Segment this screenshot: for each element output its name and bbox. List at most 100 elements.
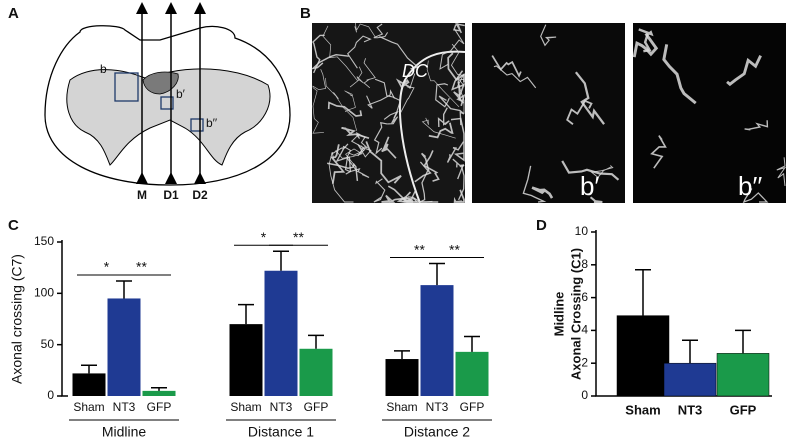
fibre	[540, 24, 557, 47]
fibre	[417, 161, 429, 203]
y-axis-label: Midline	[551, 292, 566, 337]
fibre	[325, 77, 358, 131]
x-tick-label: Sham	[386, 400, 417, 414]
image-label: DC	[402, 61, 429, 81]
arrow-label: D1	[163, 188, 179, 202]
fibre	[331, 145, 358, 173]
axis	[61, 240, 68, 397]
error-bar	[735, 329, 751, 354]
fibre	[453, 189, 465, 203]
x-tick-label: GFP	[460, 400, 485, 414]
y-axis-label: Axonal Crossing (C1)	[568, 248, 583, 380]
y-tick-label: 4	[581, 323, 588, 337]
fibre	[365, 141, 402, 184]
fibre	[744, 120, 769, 131]
fibre	[491, 55, 522, 78]
micrographs	[310, 22, 787, 204]
x-tick-label: Sham	[625, 402, 660, 417]
fibre	[414, 152, 432, 183]
y-tick-label: 150	[34, 234, 54, 248]
group-label: Midline	[102, 424, 147, 440]
sig-label: **	[136, 259, 147, 275]
fibre	[373, 23, 389, 39]
sig-label: **	[414, 241, 425, 257]
x-tick-label: NT3	[270, 400, 293, 414]
error-bar	[238, 303, 254, 325]
panel-label: C	[8, 217, 19, 234]
group-label: Distance 1	[248, 424, 314, 440]
fibre	[373, 121, 388, 155]
fibre	[493, 65, 537, 89]
error-bar	[429, 262, 445, 286]
fibre	[421, 117, 456, 139]
bar	[716, 353, 770, 397]
fibre	[330, 144, 346, 184]
x-tick-label: NT3	[678, 402, 703, 417]
x-tick-label: Sham	[230, 400, 261, 414]
fibre	[428, 122, 454, 139]
bar	[299, 348, 333, 396]
spinal-diagram	[44, 2, 291, 186]
fibre	[395, 78, 412, 89]
bar	[420, 285, 454, 396]
fibre	[381, 194, 408, 204]
fibre	[435, 83, 450, 108]
error-bar	[273, 250, 289, 271]
fibre	[346, 35, 372, 69]
fibre	[381, 136, 397, 159]
bar	[264, 270, 298, 396]
fibre	[322, 25, 358, 82]
fibre	[566, 99, 593, 125]
image-label: b′	[580, 171, 599, 201]
x-tick-label: NT3	[113, 400, 136, 414]
fibre	[327, 101, 363, 117]
fibre	[354, 22, 376, 38]
fibre	[400, 73, 416, 114]
fibre	[650, 135, 667, 169]
fibre	[349, 66, 364, 88]
error-bar	[682, 339, 698, 364]
fibre	[344, 90, 356, 112]
x-tick-label: GFP	[147, 400, 172, 414]
y-tick-label: 8	[581, 257, 588, 271]
y-tick-label: 50	[41, 337, 55, 351]
fibre	[423, 150, 440, 182]
panel-label: A	[8, 5, 19, 22]
fibre	[366, 89, 396, 109]
image-label: b′′	[738, 171, 762, 201]
fibre	[344, 156, 370, 179]
y-tick-label: 0	[47, 388, 54, 402]
fibre	[379, 36, 420, 70]
panel-label: D	[536, 217, 547, 234]
fibre	[450, 43, 465, 87]
fibre	[726, 55, 762, 87]
fibre	[374, 78, 401, 119]
bar	[142, 390, 176, 396]
bar	[385, 359, 419, 396]
fibre	[348, 143, 372, 158]
bar	[616, 315, 670, 397]
fibre	[457, 164, 465, 201]
arrow-label: D2	[192, 188, 208, 202]
fibre	[574, 71, 605, 125]
fibre	[407, 196, 433, 203]
bar	[663, 362, 717, 397]
micrograph	[472, 23, 625, 203]
fibre	[328, 152, 354, 203]
bar	[455, 351, 489, 396]
fibre	[776, 157, 787, 187]
sig-label: *	[261, 229, 267, 245]
fibre	[312, 87, 324, 134]
fibre	[742, 188, 769, 204]
bar	[72, 373, 106, 396]
sig-label: **	[449, 241, 460, 257]
box-label: b	[100, 62, 107, 76]
fibre	[327, 162, 359, 182]
sig-label: **	[293, 229, 304, 245]
sig-label: *	[104, 259, 110, 275]
y-tick-label: 6	[581, 290, 588, 304]
x-tick-label: Sham	[73, 400, 104, 414]
x-tick-label: NT3	[426, 400, 449, 414]
